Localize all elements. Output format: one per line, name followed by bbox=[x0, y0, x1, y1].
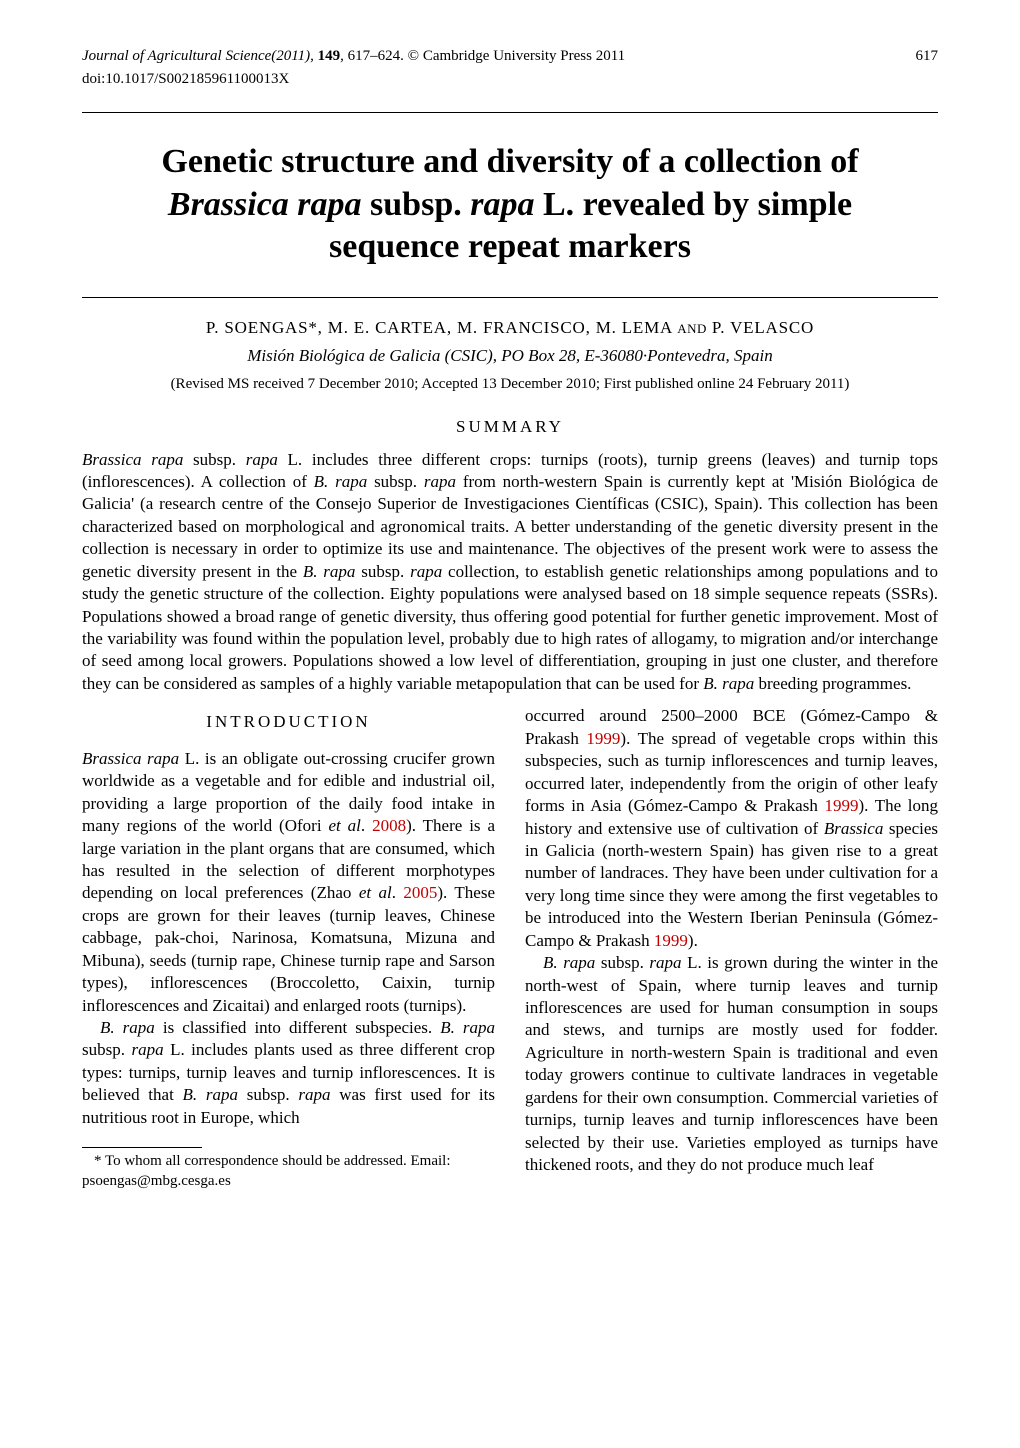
rc-p2a: subsp. bbox=[595, 953, 649, 972]
lc-p1-sp1: Brassica rapa bbox=[82, 749, 179, 768]
authors-last: P. VELASCO bbox=[707, 318, 814, 337]
authors: P. SOENGAS*, M. E. CARTEA, M. FRANCISCO,… bbox=[82, 318, 938, 338]
intro-heading: INTRODUCTION bbox=[82, 711, 495, 733]
summary-sp2: B. rapa bbox=[314, 472, 368, 491]
intro-para-2: B. rapa is classified into different sub… bbox=[82, 1017, 495, 1129]
summary-sp2b: rapa bbox=[424, 472, 456, 491]
lc-p2-sp2: B. rapa bbox=[440, 1018, 495, 1037]
rc-r1e: ). bbox=[688, 931, 698, 950]
title-part3: subsp. bbox=[362, 186, 471, 223]
right-para-2: B. rapa subsp. rapa L. is grown during t… bbox=[525, 952, 938, 1176]
pages: , 617–624. bbox=[340, 48, 408, 64]
title-genus: Brassica rapa bbox=[168, 186, 362, 223]
summary-sp1: Brassica rapa bbox=[82, 450, 183, 469]
page-container: Journal of Agricultural Science(2011), 1… bbox=[0, 0, 1020, 1231]
rc-p2b: L. is grown during the winter in the nor… bbox=[525, 953, 938, 1174]
rc-p2-sp2: rapa bbox=[649, 953, 681, 972]
lc-p2a: is classified into different subspecies. bbox=[155, 1018, 440, 1037]
article-title: Genetic structure and diversity of a col… bbox=[102, 141, 918, 269]
ref-link-1999b[interactable]: 1999 bbox=[824, 796, 858, 815]
intro-para-1: Brassica rapa L. is an obligate out-cros… bbox=[82, 748, 495, 1017]
summary-t4: breeding programmes. bbox=[754, 674, 911, 693]
ref-link-2005[interactable]: 2005 bbox=[403, 883, 437, 902]
journal-name: Journal of Agricultural Science bbox=[82, 48, 271, 64]
title-subsp: rapa bbox=[470, 186, 534, 223]
header-left: Journal of Agricultural Science(2011), 1… bbox=[82, 48, 625, 65]
lc-p1e: ). These crops are grown for their leave… bbox=[82, 883, 495, 1014]
right-para-1: occurred around 2500–2000 BCE (Gómez-Cam… bbox=[525, 705, 938, 952]
authors-and: AND bbox=[677, 321, 707, 336]
publication-dates: (Revised MS received 7 December 2010; Ac… bbox=[82, 376, 938, 393]
footnote-rule bbox=[82, 1147, 202, 1148]
lc-p2-sp3: rapa bbox=[131, 1040, 163, 1059]
page-number: 617 bbox=[916, 48, 939, 65]
summary-t1: subsp. bbox=[183, 450, 245, 469]
lc-p1-etal1: et al bbox=[328, 816, 360, 835]
rc-genus: Brassica bbox=[824, 819, 884, 838]
rc-r1d: species in Galicia (north-western Spain)… bbox=[525, 819, 938, 950]
rule-top bbox=[82, 112, 938, 113]
title-part1: Genetic structure and diversity of a col… bbox=[161, 143, 858, 180]
summary-heading: SUMMARY bbox=[82, 417, 938, 437]
doi: doi:10.1017/S002185961100013X bbox=[82, 71, 938, 88]
volume-number: 149 bbox=[318, 48, 341, 64]
year-vol: (2011), bbox=[271, 48, 317, 64]
lc-p2d: subsp. bbox=[238, 1085, 298, 1104]
corresponding-author-footnote: * To whom all correspondence should be a… bbox=[82, 1152, 495, 1191]
lc-p1d: . bbox=[392, 883, 404, 902]
affiliation: Misión Biológica de Galicia (CSIC), PO B… bbox=[82, 346, 938, 366]
summary-sp3: B. rapa bbox=[303, 562, 356, 581]
copyright: © Cambridge University Press 2011 bbox=[408, 48, 626, 64]
ref-link-1999c[interactable]: 1999 bbox=[654, 931, 688, 950]
running-header: Journal of Agricultural Science(2011), 1… bbox=[82, 48, 938, 65]
left-column: INTRODUCTION Brassica rapa L. is an obli… bbox=[82, 705, 495, 1191]
summary-t3: subsp. bbox=[355, 562, 410, 581]
summary-t2: subsp. bbox=[367, 472, 424, 491]
ref-link-1999a[interactable]: 1999 bbox=[586, 729, 620, 748]
right-column: occurred around 2500–2000 BCE (Gómez-Cam… bbox=[525, 705, 938, 1191]
lc-p2b: subsp. bbox=[82, 1040, 131, 1059]
lc-p1b: . bbox=[361, 816, 372, 835]
lc-p2-sp4: B. rapa bbox=[183, 1085, 238, 1104]
summary-sp4: B. rapa bbox=[703, 674, 754, 693]
two-column-body: INTRODUCTION Brassica rapa L. is an obli… bbox=[82, 705, 938, 1191]
summary-sp3b: rapa bbox=[410, 562, 442, 581]
rc-p2-sp1: B. rapa bbox=[543, 953, 595, 972]
lc-p2-sp5: rapa bbox=[298, 1085, 330, 1104]
authors-main: P. SOENGAS*, M. E. CARTEA, M. FRANCISCO,… bbox=[206, 318, 677, 337]
summary-paragraph: Brassica rapa subsp. rapa L. includes th… bbox=[82, 449, 938, 696]
lc-p1-etal2: et al bbox=[359, 883, 392, 902]
summary-sp1b: rapa bbox=[246, 450, 278, 469]
ref-link-2008[interactable]: 2008 bbox=[372, 816, 406, 835]
lc-p2-sp1: B. rapa bbox=[100, 1018, 155, 1037]
